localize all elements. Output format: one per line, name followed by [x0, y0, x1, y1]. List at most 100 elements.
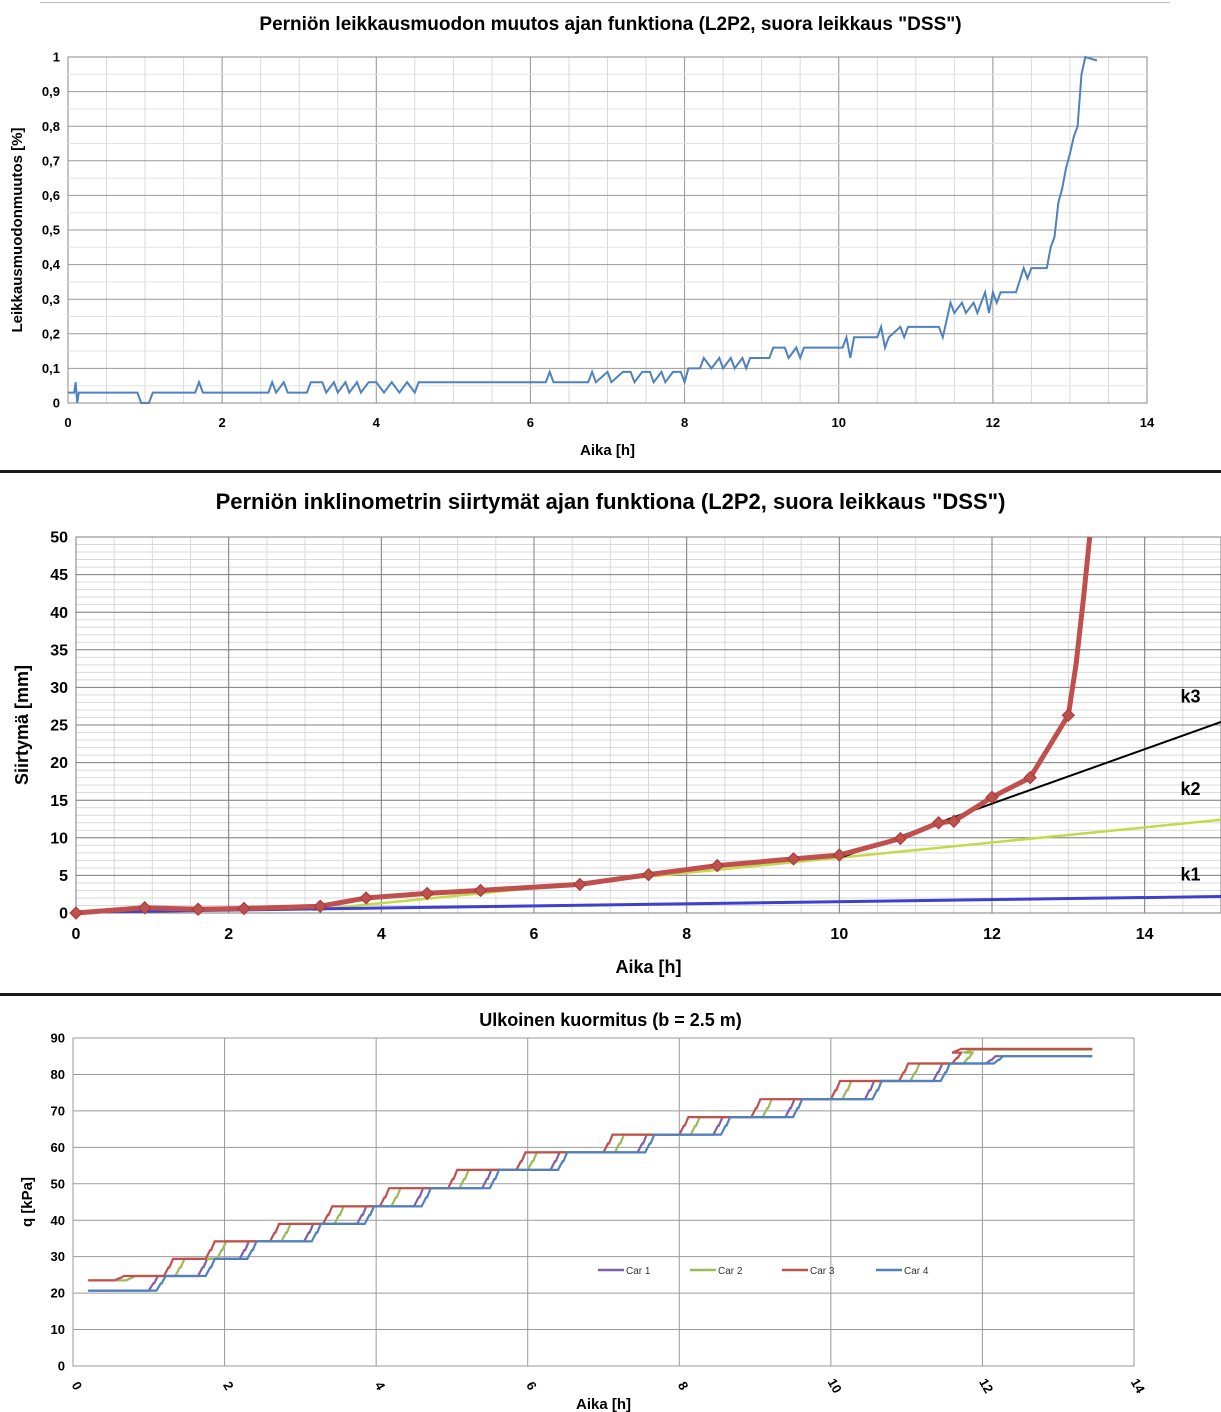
- plot-frame: [67, 56, 1148, 404]
- k2-trend-line: [312, 818, 1221, 912]
- x-tick-label: 14: [1140, 415, 1155, 430]
- y-tick-label: 0,5: [42, 223, 60, 238]
- panel-separator: [0, 470, 1221, 473]
- y-tick-label: 30: [50, 680, 68, 697]
- chart-title: Ulkoinen kuormitus (b = 2.5 m): [479, 1010, 742, 1030]
- legend-label: Car 1: [626, 1266, 651, 1277]
- data-point-marker: [931, 816, 946, 830]
- legend-label: Car 3: [810, 1266, 835, 1277]
- chart-panel-strain: Perniön leikkausmuodon muutos ajan funkt…: [0, 0, 1221, 470]
- displacement-chart: 0 2 4 6 8 10 12 14 0 5 10 15 20 25 30 35 40 45 50 Aika [h] S…: [12, 530, 1221, 977]
- trend-annotation: k1: [1180, 865, 1200, 885]
- strain-series-line: [68, 55, 1098, 404]
- data-point-marker: [573, 877, 587, 892]
- y-tick-label: 0,3: [42, 292, 60, 307]
- trend-annotation: k2: [1180, 779, 1200, 799]
- data-point-marker: [832, 848, 847, 862]
- x-tick-label: 0: [72, 926, 81, 943]
- x-tick-label: 4: [373, 415, 381, 430]
- series-line-car-2: [88, 1048, 1093, 1282]
- y-tick-label: 40: [51, 1213, 65, 1228]
- chart-panel-load: Ulkoinen kuormitus (b = 2.5 m) 0 2 4 6 8 10 12…: [0, 996, 1221, 1412]
- x-tick-label: 4: [372, 1379, 389, 1393]
- x-tick-label: 4: [377, 926, 386, 943]
- y-tick-label: 20: [50, 755, 68, 772]
- legend-label: Car 2: [718, 1266, 743, 1277]
- x-tick-label: 8: [681, 415, 688, 430]
- x-tick-label: 12: [983, 926, 1001, 943]
- series-line-car-3: [88, 1047, 1093, 1282]
- y-tick-label: 35: [50, 642, 68, 659]
- data-point-marker: [1061, 708, 1076, 722]
- load-chart: 0 2 4 6 8 10 12 14 0 10 20 30 40 50 60 70 80 90 Aika [h] q …: [19, 1031, 1149, 1412]
- x-tick-label: 0: [64, 415, 71, 430]
- y-tick-label: 70: [51, 1103, 65, 1118]
- y-tick-label: 0,2: [42, 326, 60, 341]
- x-axis-label: Aika [h]: [615, 957, 681, 977]
- y-axis-label: q [kPa]: [19, 1177, 36, 1227]
- strain-chart: 0 2 4 6 8 10 12 14 0 0,1 0,2 0,3 0,4 0,5 0,6 0,7 0,8 0,9 1…: [9, 50, 1155, 459]
- data-point-marker: [420, 886, 434, 901]
- data-point-marker: [69, 906, 83, 920]
- x-tick-label: 6: [527, 415, 534, 430]
- y-tick-label: 60: [51, 1140, 65, 1155]
- data-point-marker: [237, 901, 251, 916]
- data-point-marker: [137, 901, 152, 915]
- x-tick-label: 2: [220, 1379, 237, 1393]
- y-tick-label: 5: [59, 868, 68, 885]
- trend-annotation: k3: [1180, 686, 1200, 706]
- x-tick-label: 14: [1128, 1376, 1149, 1397]
- y-tick-label: 1: [53, 50, 60, 65]
- x-tick-label: 10: [825, 1376, 845, 1396]
- y-tick-label: 10: [51, 1322, 65, 1337]
- y-tick-label: 50: [50, 530, 68, 547]
- x-tick-label: 12: [986, 415, 1000, 430]
- y-tick-label: 30: [51, 1249, 65, 1264]
- y-tick-label: 0,4: [42, 257, 61, 272]
- data-point-marker: [947, 814, 961, 828]
- panel-separator: [0, 993, 1221, 996]
- y-tick-label: 10: [50, 830, 68, 847]
- legend-label: Car 4: [904, 1266, 929, 1277]
- data-point-marker: [985, 790, 999, 804]
- y-tick-label: 0,7: [42, 153, 60, 168]
- x-tick-label: 8: [682, 926, 691, 943]
- y-tick-label: 0: [53, 396, 60, 411]
- x-axis-label: Aika [h]: [580, 442, 635, 459]
- y-tick-label: 25: [50, 718, 68, 735]
- data-point-marker: [359, 891, 373, 905]
- series-line-car-4: [88, 1055, 1093, 1292]
- x-tick-label: 6: [530, 926, 539, 943]
- x-tick-label: 2: [219, 415, 226, 430]
- plot-frame: [75, 536, 1221, 914]
- measured-displacement-line: [75, 536, 1093, 916]
- data-point-marker: [473, 883, 488, 898]
- series-line-car-1: [88, 1055, 1093, 1292]
- y-tick-label: 45: [50, 567, 68, 584]
- y-tick-label: 0,9: [42, 84, 60, 99]
- x-tick-label: 2: [224, 926, 233, 943]
- y-axis-label: Leikkausmuodonmuutos [%]: [9, 127, 26, 332]
- y-tick-label: 0,8: [42, 119, 60, 134]
- y-tick-label: 20: [51, 1286, 65, 1301]
- y-tick-label: 15: [50, 793, 68, 810]
- x-tick-label: 14: [1136, 926, 1154, 943]
- x-tick-label: 8: [675, 1379, 692, 1393]
- x-tick-label: 10: [831, 415, 845, 430]
- y-tick-label: 90: [51, 1031, 65, 1046]
- data-point-marker: [710, 858, 724, 873]
- data-point-marker: [191, 902, 205, 916]
- x-tick-label: 6: [523, 1379, 540, 1393]
- plot-frame: [72, 1037, 1135, 1367]
- data-point-marker: [313, 899, 327, 913]
- y-axis-label: Siirtymä [mm]: [12, 665, 32, 785]
- chart-title: Perniön leikkausmuodon muutos ajan funkt…: [259, 14, 962, 35]
- y-tick-label: 80: [51, 1067, 65, 1082]
- y-tick-label: 0,6: [42, 188, 60, 203]
- x-axis-label: Aika [h]: [576, 1396, 631, 1412]
- y-tick-label: 0: [58, 1359, 65, 1374]
- x-tick-label: 12: [976, 1376, 996, 1396]
- x-tick-label: 10: [830, 926, 848, 943]
- chart-panel-displacement: Perniön inklinometrin siirtymät ajan fun…: [0, 473, 1221, 993]
- x-tick-label: 0: [69, 1379, 86, 1393]
